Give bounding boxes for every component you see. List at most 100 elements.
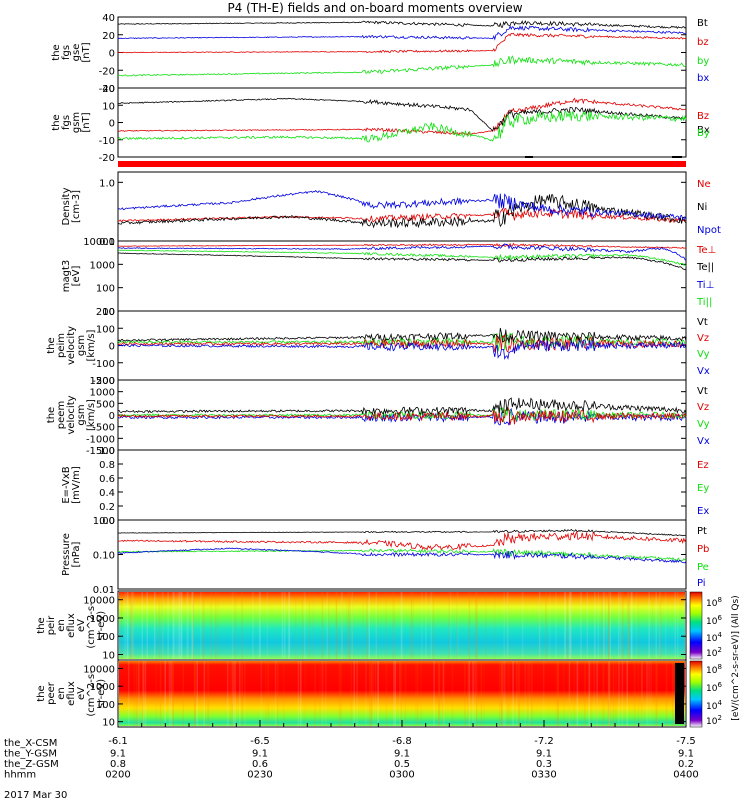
y-axis-label: the (46, 407, 57, 423)
y-tick-label: 500 (96, 399, 115, 410)
legend-entry: Te|| (696, 262, 714, 273)
y-axis-label: [km/s] (86, 399, 97, 431)
legend-entry: Npot (697, 225, 721, 236)
y-tick-label: 0.2 (99, 502, 115, 513)
y-tick-label: 0 (109, 119, 115, 130)
date-label: 2017 Mar 30 (4, 790, 67, 800)
y-axis-label: gsm (76, 335, 87, 356)
y-axis-label: the (36, 685, 47, 701)
panel-frame (117, 16, 687, 89)
x-tick-label: -6.5 (250, 736, 270, 747)
y-axis-label: peir (46, 615, 57, 635)
colorbar-tick-label: 102 (706, 714, 722, 727)
panel-frame (117, 519, 687, 590)
y-tick-label: 10000 (83, 237, 115, 248)
series-line (117, 548, 687, 562)
y-tick-label: 1500 (90, 376, 115, 387)
legend-entry: Vz (697, 402, 709, 413)
y-axis-label: sr-eV) (96, 679, 107, 708)
y-tick-label: 40 (102, 13, 115, 24)
plot-title: P4 (TH-E) fields and on-board moments ov… (227, 1, 523, 15)
y-axis-label: [nT] (81, 42, 92, 62)
colorbar-tick-label: 102 (706, 646, 722, 659)
legend-entry: Ti⊥ (696, 280, 714, 291)
series-line (117, 243, 687, 261)
series-line (118, 249, 687, 267)
y-axis-label: eflux (66, 681, 77, 706)
legend-entry: Vt (697, 386, 708, 397)
series-line (117, 397, 687, 416)
y-tick-label: 0.6 (99, 474, 115, 485)
y-tick-label: 10 (102, 651, 115, 662)
legend-entry: bz (697, 37, 709, 48)
colorbar-tick-label: 104 (706, 699, 722, 712)
x-tick-label: -6.1 (108, 736, 128, 747)
y-axis-label: peim (56, 333, 67, 358)
series-line (117, 252, 687, 271)
series-line (117, 407, 687, 424)
ephemeris-label: hhmm (4, 770, 36, 781)
y-axis-label: eV (76, 619, 87, 632)
y-tick-label: 1000 (90, 388, 115, 399)
y-tick-label: 1000 (90, 260, 115, 271)
y-axis-label: fgs (61, 115, 72, 130)
legend-entry: Ey (697, 483, 709, 494)
y-tick-label: 200 (96, 307, 115, 318)
colorbar-label: [eV/(cm^2-s-sr-eV)] (All Qs) (731, 595, 741, 720)
y-tick-label: -100 (92, 359, 115, 370)
y-axis-label: E=-VxB (61, 466, 72, 503)
legend-entry: bx (697, 73, 709, 84)
ephemeris-value: 0300 (389, 770, 414, 781)
series-line (117, 194, 687, 229)
y-tick-label: -200 (92, 376, 115, 387)
y-tick-label: 10 (102, 101, 115, 112)
legend-entry: Bx (697, 125, 710, 136)
ephemeris-value: 0330 (531, 770, 556, 781)
y-axis-label: [nT] (81, 112, 92, 132)
y-axis-label: peer (46, 681, 57, 705)
y-tick-label: 0 (109, 49, 115, 60)
y-axis-label: velocity (66, 395, 77, 434)
ephemeris-value: 0.6 (252, 759, 268, 770)
y-axis-label: magt3 (61, 260, 72, 293)
y-axis-label: eV (76, 687, 87, 700)
y-tick-label: 100 (96, 700, 115, 711)
legend-entry: Ni (697, 202, 707, 213)
y-tick-label: 20 (102, 31, 115, 42)
y-tick-label: -500 (92, 423, 115, 434)
series-line (118, 242, 687, 249)
y-axis-label: the (36, 617, 47, 633)
ephemeris-value: 0.2 (678, 759, 694, 770)
ephemeris-label: the_Z-GSM (4, 759, 59, 770)
colorbar-top (689, 591, 703, 660)
spectrogram-gap (675, 663, 684, 724)
y-tick-label: 10 (102, 307, 115, 318)
y-tick-label: 1.0 (99, 446, 115, 457)
ephemeris-value: 0.3 (536, 759, 552, 770)
legend-entry: Vt (697, 317, 708, 328)
y-tick-label: 10 (102, 718, 115, 729)
ephemeris-value: 9.1 (678, 749, 694, 760)
y-axis-label: fgs (61, 45, 72, 60)
series-line (117, 97, 687, 136)
ephemeris-value: 0.5 (394, 759, 410, 770)
y-tick-label: 0.1 (99, 237, 115, 248)
ephemeris-value: 9.1 (536, 749, 552, 760)
y-tick-label: 0.4 (99, 488, 115, 499)
legend-entry: Vx (697, 366, 710, 377)
y-axis-label: Pressure (61, 533, 72, 576)
y-tick-label: 100 (96, 632, 115, 643)
colorbar-tick-label: 108 (706, 596, 722, 609)
legend-entry: Ez (697, 460, 709, 471)
y-axis-label: the (46, 337, 57, 353)
y-tick-label: -1500 (86, 446, 115, 457)
series-line (117, 190, 687, 221)
y-axis-label: peem (56, 401, 67, 429)
y-axis-label: (cm^2-s- (86, 602, 97, 649)
y-axis-label: the (51, 114, 62, 130)
y-tick-label: -10 (99, 136, 115, 147)
y-axis-label: gse (71, 44, 82, 62)
legend-entry: Te⊥ (696, 245, 716, 256)
